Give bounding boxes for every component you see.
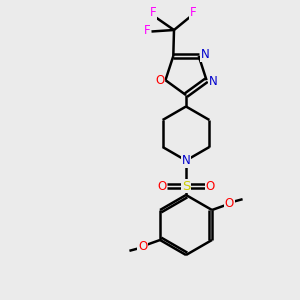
Text: F: F (144, 23, 150, 37)
Text: N: N (209, 75, 218, 88)
Text: N: N (182, 154, 190, 167)
Text: O: O (155, 74, 165, 87)
Text: O: O (206, 179, 214, 193)
Text: O: O (138, 240, 147, 254)
Text: O: O (225, 196, 234, 210)
Text: F: F (150, 6, 156, 20)
Text: O: O (158, 179, 166, 193)
Text: N: N (201, 48, 210, 61)
Text: S: S (182, 179, 190, 193)
Text: F: F (190, 6, 196, 20)
